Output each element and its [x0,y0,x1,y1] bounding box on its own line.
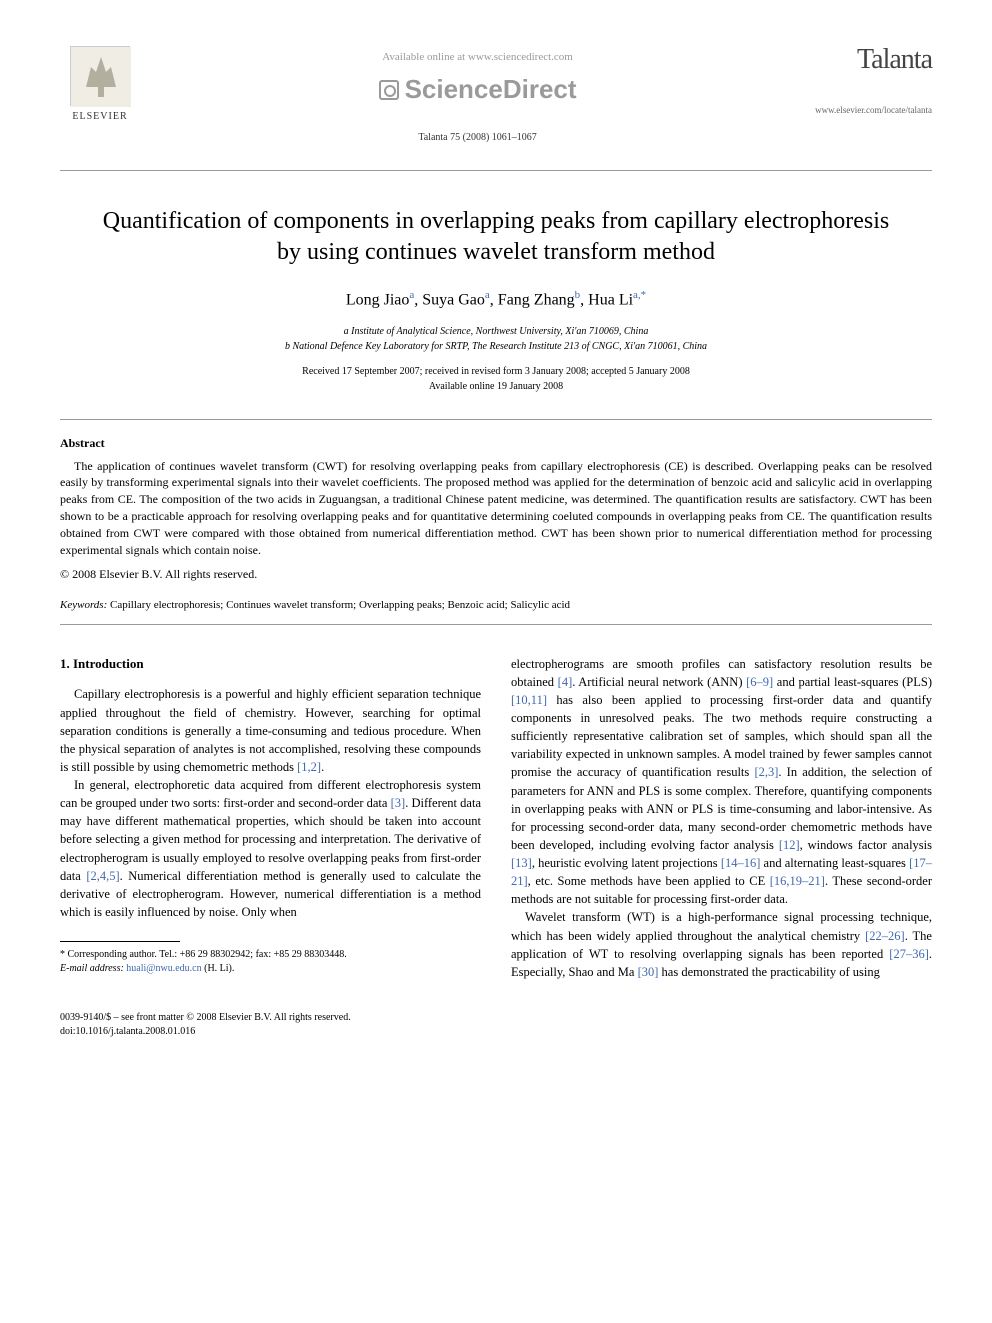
platform-logo: ScienceDirect [379,71,577,107]
footer-line: 0039-9140/$ – see front matter © 2008 El… [60,1011,932,1025]
abstract-copyright: © 2008 Elsevier B.V. All rights reserved… [60,566,932,583]
affiliation-line: b National Defence Key Laboratory for SR… [60,339,932,354]
body-paragraph: In general, electrophoretic data acquire… [60,776,481,921]
footer-doi: doi:10.1016/j.talanta.2008.01.016 [60,1025,932,1039]
page-footer: 0039-9140/$ – see front matter © 2008 El… [60,1011,932,1039]
body-paragraph: Capillary electrophoresis is a powerful … [60,685,481,776]
citation-link[interactable]: [10,11] [511,693,547,707]
authors-line: Long Jiaoa, Suya Gaoa, Fang Zhangb, Hua … [60,288,932,312]
publisher-logo-block: ELSEVIER [60,40,140,130]
email-address[interactable]: huali@nwu.edu.cn [126,963,201,974]
footnote-line: * Corresponding author. Tel.: +86 29 883… [60,948,481,962]
journal-url: www.elsevier.com/locate/talanta [815,104,932,117]
body-columns: 1. Introduction Capillary electrophoresi… [60,625,932,981]
body-paragraph: electropherograms are smooth profiles ca… [511,655,932,909]
citation-link[interactable]: [14–16] [721,856,761,870]
journal-name: Talanta [815,40,932,79]
abstract-text: The application of continues wavelet tra… [60,458,932,559]
affiliations: a Institute of Analytical Science, North… [60,324,932,354]
citation-link[interactable]: [4] [558,675,573,689]
keywords-line: Keywords: Capillary electrophoresis; Con… [60,598,932,613]
author: Long Jiao [346,291,410,308]
author: Hua Li [588,291,633,308]
citation-link[interactable]: [22–26] [865,929,905,943]
author: Fang Zhang [498,291,575,308]
author-aff: b [575,289,581,301]
affiliation-line: a Institute of Analytical Science, North… [60,324,932,339]
corresponding-footnote: * Corresponding author. Tel.: +86 29 883… [60,948,481,976]
abstract-heading: Abstract [60,435,932,452]
abstract-block: Abstract The application of continues wa… [60,435,932,614]
author-aff: a [409,289,414,301]
footnote-email-line: E-mail address: huali@nwu.edu.cn (H. Li)… [60,962,481,976]
citation-link[interactable]: [6–9] [746,675,773,689]
dates-received: Received 17 September 2007; received in … [60,364,932,379]
citation-line: Talanta 75 (2008) 1061–1067 [140,131,815,145]
header-row: ELSEVIER Available online at www.science… [60,40,932,145]
email-label: E-mail address: [60,963,124,974]
author-aff: a,* [633,289,646,301]
footnote-divider [60,941,180,942]
sciencedirect-icon [379,80,399,100]
citation-link[interactable]: [13] [511,856,532,870]
header-divider [60,170,932,171]
keywords-text: Capillary electrophoresis; Continues wav… [110,599,570,611]
citation-link[interactable]: [12] [779,838,800,852]
journal-logo-block: Talanta www.elsevier.com/locate/talanta [815,40,932,117]
dates-online: Available online 19 January 2008 [60,379,932,394]
citation-link[interactable]: [3] [391,796,406,810]
citation-link[interactable]: [2,4,5] [86,869,119,883]
email-name: (H. Li). [204,963,234,974]
publisher-name: ELSEVIER [72,110,127,124]
platform-name: ScienceDirect [405,71,577,107]
citation-link[interactable]: [1,2] [297,760,321,774]
col1-content: 1. Introduction Capillary electrophoresi… [60,655,481,976]
keywords-label: Keywords: [60,599,107,611]
citation-link[interactable]: [30] [638,965,659,979]
body-paragraph: Wavelet transform (WT) is a high-perform… [511,908,932,981]
article-dates: Received 17 September 2007; received in … [60,364,932,394]
section-heading: 1. Introduction [60,655,481,674]
center-header: Available online at www.sciencedirect.co… [140,40,815,145]
abstract-top-divider [60,419,932,420]
author: Suya Gao [422,291,485,308]
citation-link[interactable]: [16,19–21] [770,874,825,888]
elsevier-tree-icon [70,46,130,106]
citation-link[interactable]: [27–36] [889,947,929,961]
author-aff: a [485,289,490,301]
available-online-text: Available online at www.sciencedirect.co… [140,50,815,65]
page-container: ELSEVIER Available online at www.science… [0,0,992,1079]
citation-link[interactable]: [2,3] [754,765,778,779]
article-title: Quantification of components in overlapp… [100,206,892,268]
col2-content: electropherograms are smooth profiles ca… [511,655,932,981]
